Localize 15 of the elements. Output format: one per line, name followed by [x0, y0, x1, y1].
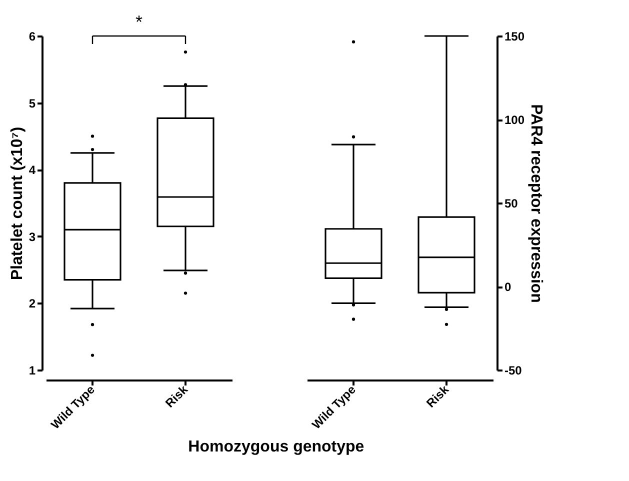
y2-tick-label: 0: [504, 280, 512, 294]
y-tick-label: 1: [28, 364, 36, 378]
y-tick-label: 6: [28, 30, 36, 44]
y-tick-label: 5: [28, 96, 36, 110]
text: *: [135, 12, 143, 32]
y-tick-label: 2: [28, 296, 36, 311]
x-axis-title: Homozygous genotype: [188, 438, 364, 456]
y-axis-title: Platelet count (x10⁷): [8, 126, 26, 280]
y-tick-label: 4: [28, 163, 36, 178]
y-tick-label: 3: [28, 230, 36, 244]
y2-tick-label: 150: [504, 30, 525, 44]
y2-tick-label: 100: [504, 113, 525, 127]
y2-tick-label: -50: [504, 364, 522, 378]
y2-axis-title: PAR4 receptor expression: [528, 104, 545, 303]
y2-tick-label: 50: [504, 196, 518, 210]
